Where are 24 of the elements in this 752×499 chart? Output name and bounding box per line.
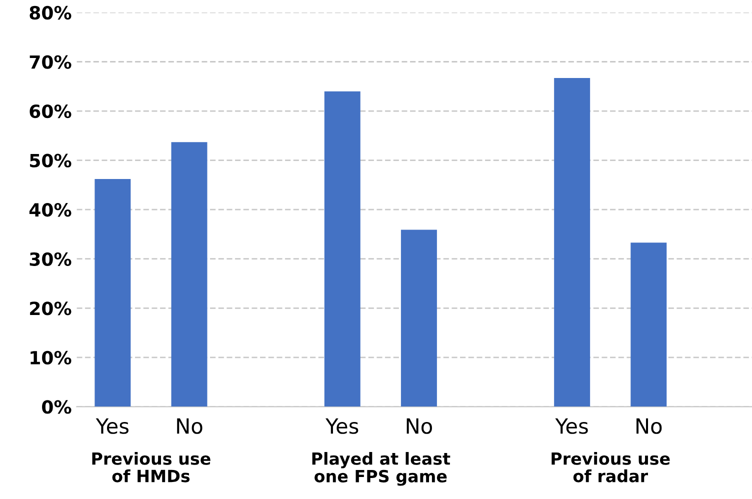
text: Previous use of radar (552, 452, 670, 482)
y-tick-label: 0% (42, 400, 72, 414)
y-tick-label: 40% (29, 203, 72, 217)
bar (171, 142, 208, 407)
x-tick-label: No (406, 418, 432, 434)
y-tick-label: 60% (30, 104, 72, 118)
x-tick-label: No (636, 418, 662, 434)
y-tick-label: 50% (30, 154, 72, 168)
x-tick-label: Yes (326, 418, 358, 434)
y-tick-label: 10% (30, 350, 72, 365)
y-tick-label: 70% (30, 55, 72, 69)
bar (554, 78, 590, 407)
text: Played at least one FPS game (312, 452, 450, 486)
bar (630, 242, 667, 407)
text: Previous use of HMDs (92, 452, 210, 482)
x-tick-label: Yes (96, 418, 128, 434)
bar (324, 91, 360, 407)
bar (94, 179, 131, 407)
bar (400, 230, 437, 407)
y-tick-label: 20% (30, 302, 72, 316)
y-tick-label: 80% (30, 6, 72, 20)
y-tick-label: 30% (30, 252, 72, 266)
x-tick-label: No (177, 418, 202, 434)
x-tick-label: Yes (555, 418, 588, 434)
